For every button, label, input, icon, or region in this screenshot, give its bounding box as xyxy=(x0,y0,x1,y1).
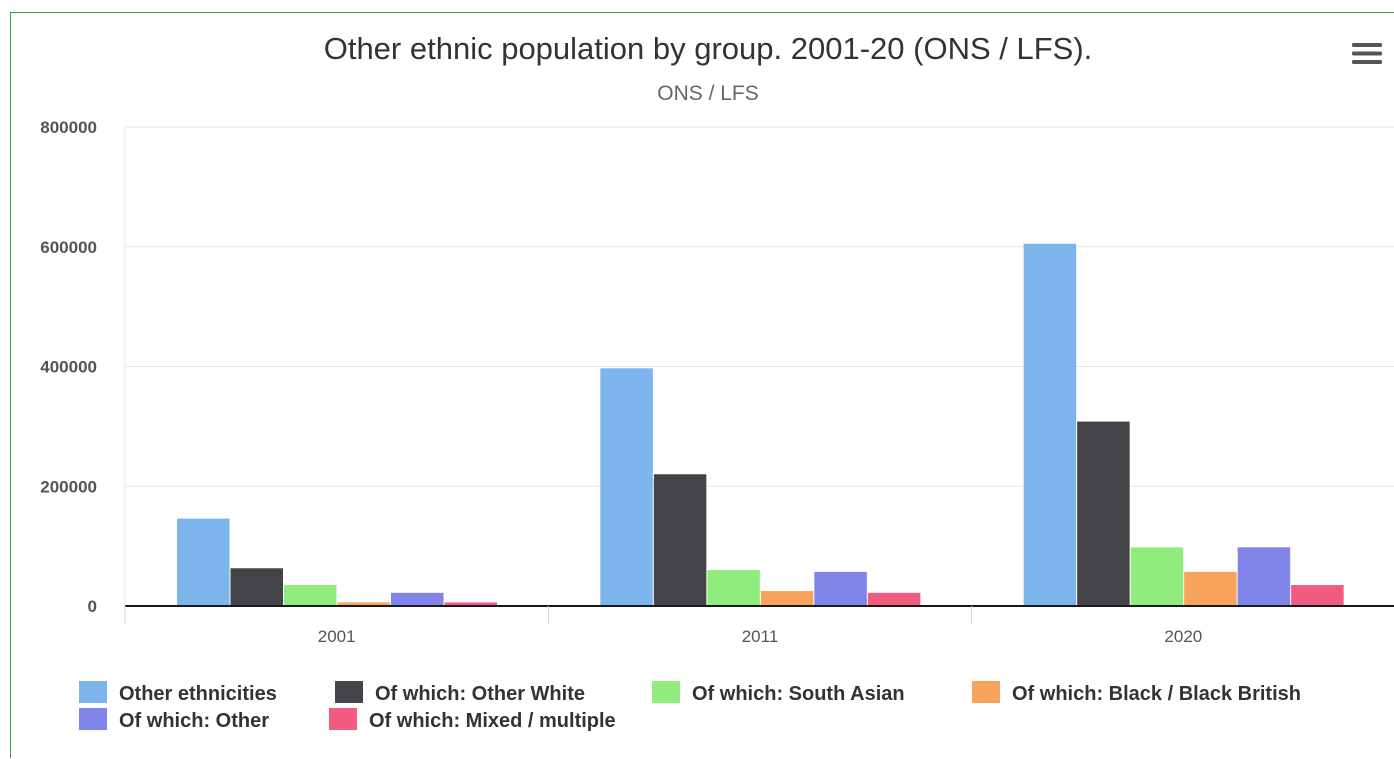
bar[interactable] xyxy=(760,591,814,606)
legend-item[interactable]: Of which: South Asian xyxy=(652,681,905,705)
bar[interactable] xyxy=(1184,571,1237,606)
legend-item[interactable]: Of which: Other White xyxy=(335,681,585,705)
chart-container: Other ethnic population by group. 2001-2… xyxy=(10,12,1394,758)
chart-subtitle: ONS / LFS xyxy=(657,82,759,105)
legend-label: Of which: Black / Black British xyxy=(1012,683,1301,705)
x-axis: 2001 2011 2020 xyxy=(124,605,1394,646)
legend-swatch xyxy=(652,681,680,703)
y-tick-label: 200000 xyxy=(40,477,97,496)
bar[interactable] xyxy=(653,474,707,606)
legend-label: Of which: Other xyxy=(119,710,269,732)
x-tick-label: 2011 xyxy=(742,627,779,646)
bar[interactable] xyxy=(1237,547,1291,606)
legend-swatch xyxy=(79,708,107,730)
legend-item[interactable]: Of which: Black / Black British xyxy=(972,681,1301,705)
bar-chart: Other ethnic population by group. 2001-2… xyxy=(40,31,1394,732)
bar[interactable] xyxy=(230,568,284,606)
legend-swatch xyxy=(335,681,363,703)
grid-lines xyxy=(124,126,1394,606)
legend-swatch xyxy=(972,681,1000,703)
legend-label: Other ethnicities xyxy=(119,683,277,705)
chart-menu-button[interactable] xyxy=(1347,39,1387,69)
legend-item[interactable]: Of which: Mixed / multiple xyxy=(329,708,616,732)
bar[interactable] xyxy=(1291,585,1344,606)
hamburger-menu-icon xyxy=(1352,43,1382,64)
legend-label: Of which: South Asian xyxy=(692,683,905,705)
bar[interactable] xyxy=(707,570,760,606)
chart-title: Other ethnic population by group. 2001-2… xyxy=(324,31,1093,66)
x-tick-label: 2020 xyxy=(1164,627,1202,646)
legend-label: Of which: Other White xyxy=(375,683,585,705)
bar[interactable] xyxy=(337,602,391,606)
bar[interactable] xyxy=(867,592,921,606)
legend-swatch xyxy=(329,708,357,730)
legend-label: Of which: Mixed / multiple xyxy=(369,710,616,732)
bar[interactable] xyxy=(391,592,444,606)
y-tick-label: 600000 xyxy=(40,238,97,257)
bar[interactable] xyxy=(600,368,653,606)
bar[interactable] xyxy=(284,585,337,606)
legend: Other ethnicities Of which: Other White Of… xyxy=(79,681,1301,732)
x-tick-label: 2001 xyxy=(318,627,356,646)
y-tick-label: 0 xyxy=(88,597,97,616)
legend-swatch xyxy=(79,681,107,703)
bar[interactable] xyxy=(177,518,230,606)
legend-item[interactable]: Of which: Other xyxy=(79,708,269,732)
legend-item[interactable]: Other ethnicities xyxy=(79,681,277,705)
bar[interactable] xyxy=(814,571,867,606)
bar[interactable] xyxy=(1023,243,1077,606)
bar[interactable] xyxy=(1130,547,1184,606)
bar[interactable] xyxy=(444,602,498,606)
y-tick-label: 800000 xyxy=(40,118,97,137)
bars xyxy=(177,243,1344,606)
y-tick-label: 400000 xyxy=(40,358,97,377)
bar[interactable] xyxy=(1077,421,1130,606)
y-axis: 0 200000 400000 600000 800000 xyxy=(40,118,97,616)
